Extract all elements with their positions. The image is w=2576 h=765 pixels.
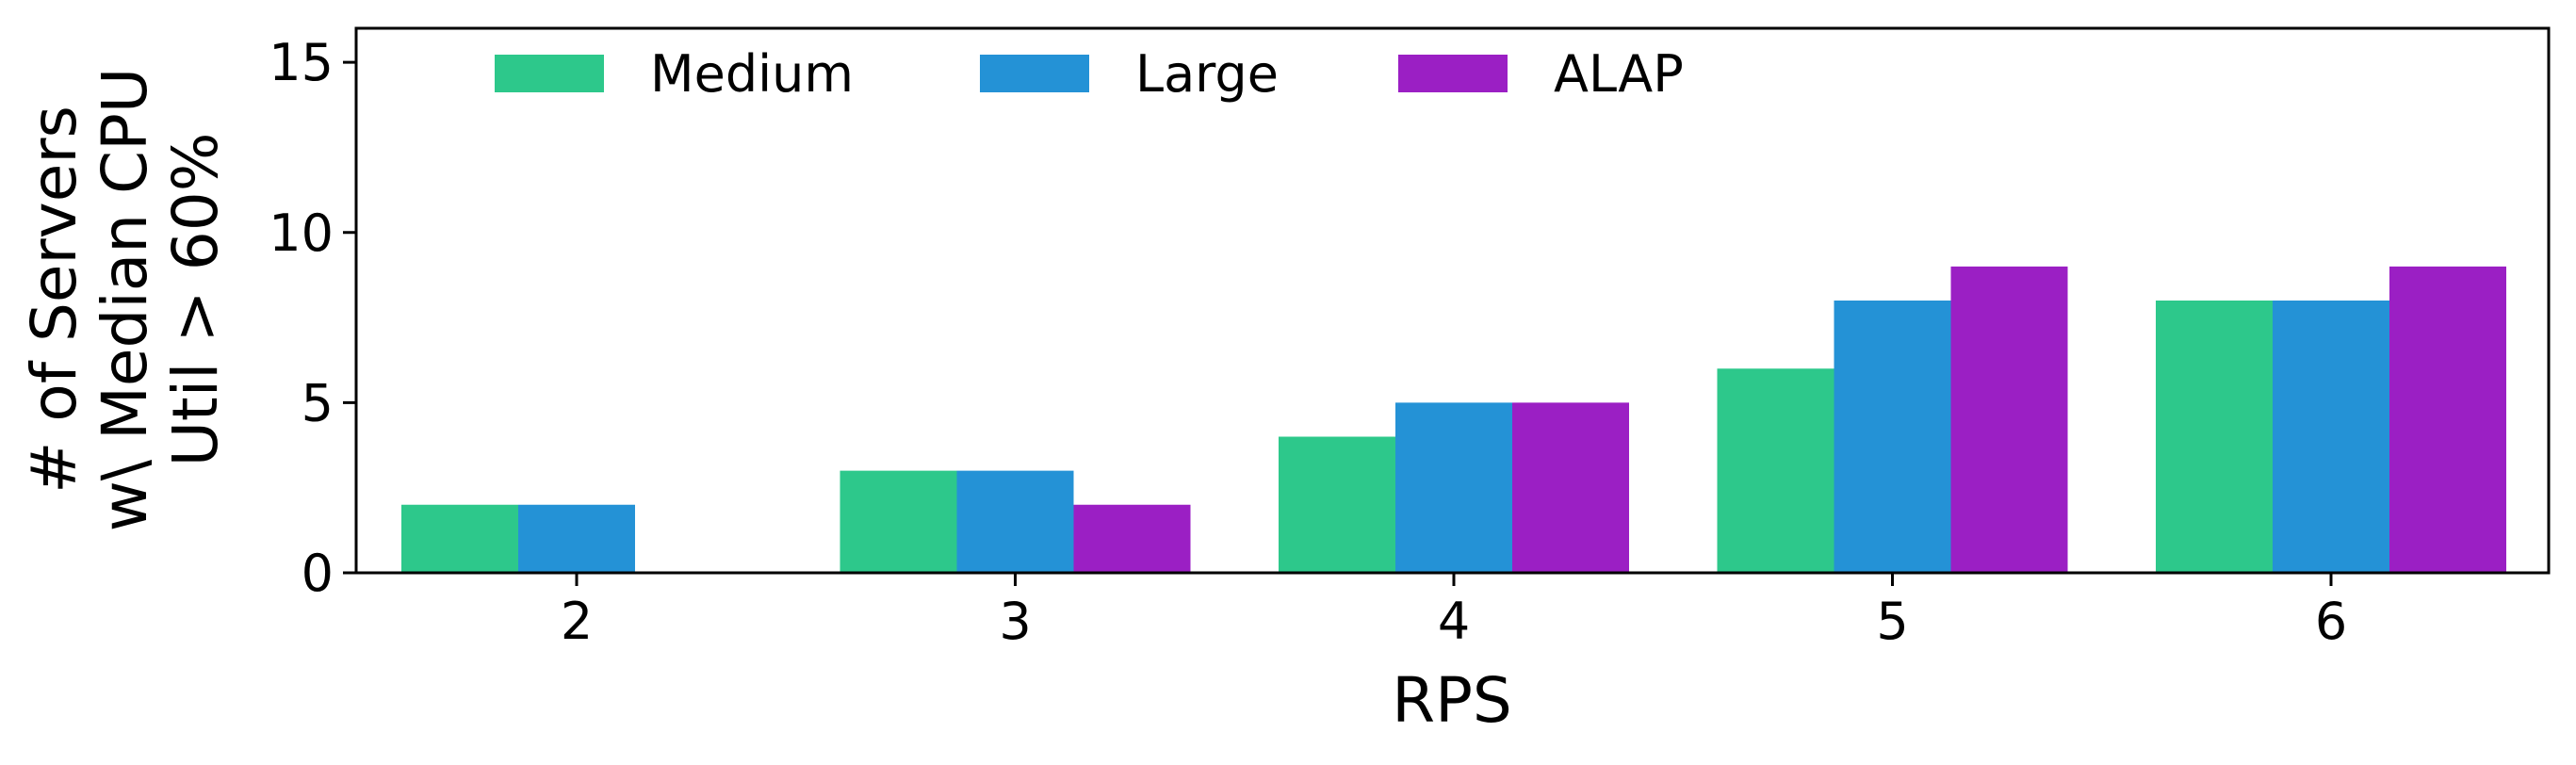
bar-large-2 [518,504,635,573]
bar-large-4 [1395,402,1512,573]
legend-label-alap: ALAP [1554,44,1684,104]
bar-alap-5 [1950,266,2068,573]
bar-alap-4 [1512,402,1629,573]
bar-large-6 [2273,301,2389,573]
y-tick-label: 5 [302,373,334,432]
y-tick-label: 15 [269,33,334,92]
y-axis-label: # of Servers w\ Median CPU Util > 60% [18,68,232,531]
legend-label-medium: Medium [650,44,854,104]
legend-label-large: Large [1135,44,1279,104]
x-tick-label: 3 [999,592,1031,651]
x-tick-label: 5 [1876,592,1908,651]
bar-medium-3 [840,470,957,573]
x-tick-label: 2 [561,592,593,651]
bar-large-3 [956,470,1074,573]
bar-medium-4 [1279,436,1395,573]
bar-medium-6 [2156,301,2273,573]
x-axis-label: RPS [1392,664,1512,737]
x-axis: 2 3 4 5 6 [561,573,2347,651]
bar-alap-3 [1073,504,1191,573]
bar-alap-6 [2389,266,2506,573]
bar-large-5 [1834,301,1951,573]
bar-medium-5 [1717,368,1834,573]
y-tick-label: 0 [302,544,334,603]
y-axis-label-line-1: # of Servers [18,106,90,494]
y-axis: 0 5 10 15 [269,33,356,603]
legend-swatch-large [980,55,1089,92]
legend: Medium Large ALAP [495,44,1684,104]
x-tick-label: 6 [2315,592,2347,651]
y-axis-label-line-3: Util > 60% [159,133,232,467]
bars-group [401,266,2506,573]
y-tick-label: 10 [269,203,334,263]
bar-medium-2 [401,504,518,573]
legend-swatch-alap [1398,55,1508,92]
y-axis-label-line-2: w\ Median CPU [89,68,161,531]
x-tick-label: 4 [1438,592,1470,651]
legend-swatch-medium [495,55,604,92]
